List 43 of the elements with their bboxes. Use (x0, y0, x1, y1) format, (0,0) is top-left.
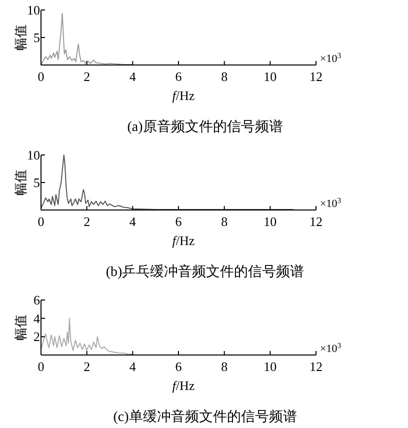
x-tick-label: 10 (264, 359, 277, 374)
x-tick-label: 12 (310, 359, 322, 374)
line-series (40, 12, 134, 66)
y-tick-label: 10 (27, 2, 40, 18)
y-axis-title: 幅值 (13, 314, 28, 340)
line-series (40, 154, 294, 210)
y-tick-label: 6 (34, 292, 40, 308)
x-axis-title: f/Hz (172, 233, 195, 248)
x-tick-label: 6 (175, 214, 182, 229)
text: (a)原音频文件的信号频谱 (127, 119, 283, 135)
x-tick-label: 2 (84, 214, 90, 229)
x-tick-label: 4 (129, 214, 136, 229)
x-tick-label: 2 (84, 69, 90, 84)
x-tick-label: 2 (84, 359, 90, 374)
y-tick-label: 4 (34, 310, 40, 326)
text: (c)单缓冲音频文件的信号频谱 (113, 409, 297, 425)
text: ×10$^{3}$ (320, 196, 342, 210)
line-series (40, 318, 134, 355)
x-tick-label: 0 (38, 214, 44, 229)
x-tick-label: 8 (221, 359, 228, 374)
x-axis-title: f/Hz (172, 88, 195, 103)
y-axis-title: 幅值 (13, 170, 28, 196)
x-tick-label: 6 (175, 359, 182, 374)
text: (b)乒乓缓冲音频文件的信号频谱 (106, 264, 304, 280)
x-axis-title: f/Hz (172, 378, 195, 393)
x-tick-label: 8 (221, 69, 228, 84)
x-tick-label: 6 (175, 69, 182, 84)
x-tick-label: 0 (38, 359, 44, 374)
x-tick-label: 12 (310, 214, 322, 229)
y-tick-label: 2 (34, 329, 40, 344)
y-tick-label: 5 (34, 30, 40, 45)
y-tick-label: 5 (34, 175, 40, 190)
x-tick-label: 10 (264, 214, 277, 229)
x-tick-label: 4 (129, 69, 136, 84)
text: ×10$^{3}$ (320, 340, 342, 355)
y-tick-label: 10 (27, 148, 40, 162)
text: ×10$^{3}$ (320, 50, 342, 65)
x-tick-label: 10 (264, 69, 277, 84)
y-axis-title: 幅值 (13, 24, 28, 50)
x-tick-label: 0 (38, 69, 44, 84)
x-tick-label: 4 (129, 359, 136, 374)
x-tick-label: 12 (310, 69, 322, 84)
x-tick-label: 8 (221, 214, 228, 229)
